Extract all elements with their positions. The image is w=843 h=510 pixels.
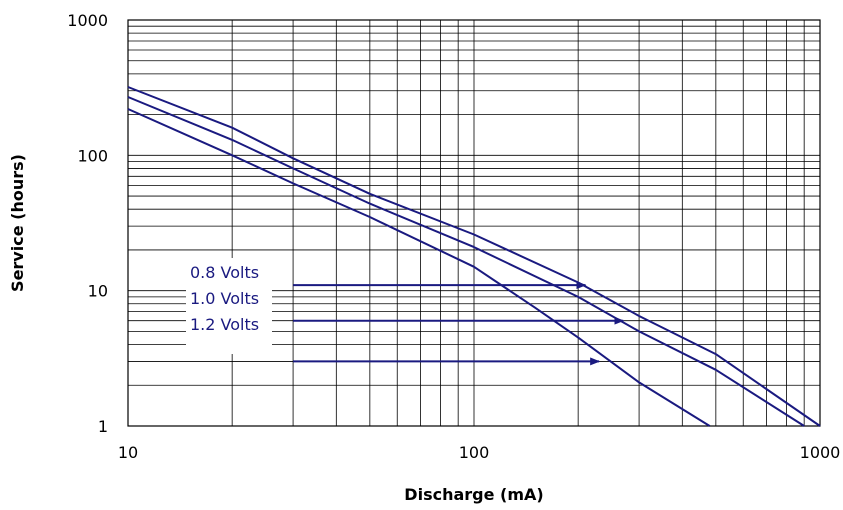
- y-axis-title: Service (hours): [8, 154, 27, 292]
- callout-label: 0.8 Volts: [190, 263, 259, 282]
- series-line-1: [127, 86, 821, 427]
- y-tick-label: 10: [88, 282, 108, 301]
- x-tick-label: 1000: [800, 443, 841, 462]
- plot-frame: [127, 19, 821, 427]
- y-tick-label: 100: [77, 146, 108, 165]
- x-axis-title: Discharge (mA): [404, 485, 543, 504]
- callout-label-box: [186, 258, 272, 354]
- callout-label: 1.2 Volts: [190, 315, 259, 334]
- series-lines: [127, 86, 821, 427]
- callout-label: 1.0 Volts: [190, 289, 259, 308]
- y-tick-label: 1000: [67, 11, 108, 30]
- y-tick-label: 1: [98, 417, 108, 436]
- tick-labels: 10 100 1000 1 10 100 1000: [67, 11, 840, 462]
- series-line-2: [127, 96, 805, 427]
- grid: [128, 20, 820, 426]
- series-line-3: [127, 108, 711, 427]
- x-tick-label: 100: [459, 443, 490, 462]
- callouts: 0.8 Volts 1.0 Volts 1.2 Volts: [186, 258, 625, 366]
- x-tick-label: 10: [118, 443, 138, 462]
